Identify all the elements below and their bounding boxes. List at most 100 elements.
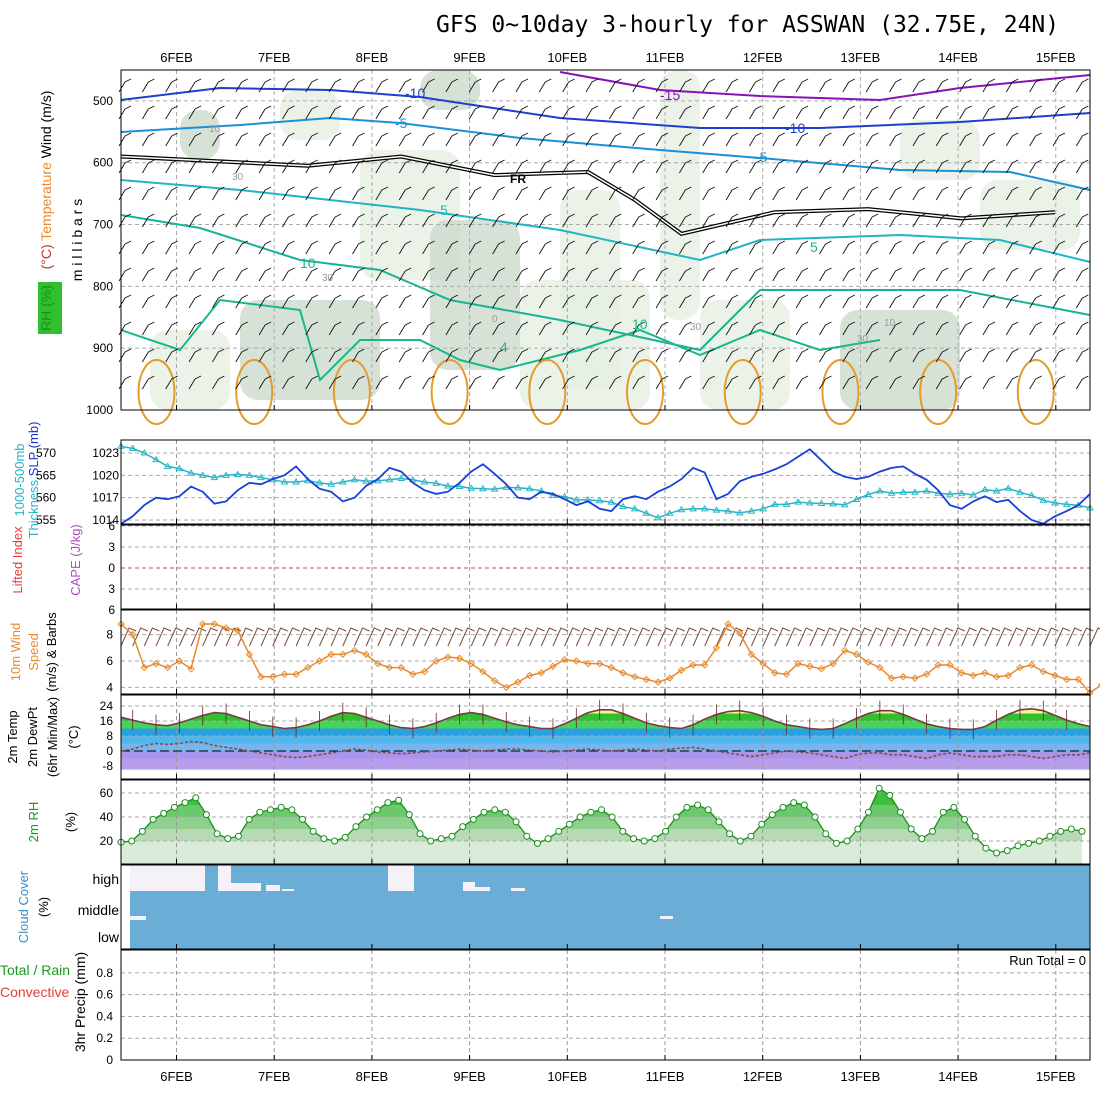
rh-marker <box>598 806 605 814</box>
panel-frame-cloud <box>120 864 1091 950</box>
li-tick-label: 0 <box>108 561 115 575</box>
wind-barb <box>982 78 996 93</box>
wind-barb <box>935 78 949 93</box>
thickness-marker <box>642 509 651 516</box>
isotherm-line <box>120 214 1091 352</box>
y-tick-label: 900 <box>93 341 113 355</box>
temp-band <box>121 728 1090 736</box>
10m-wind-barb <box>459 627 475 647</box>
cloud-level-label: middle <box>78 902 119 918</box>
wind-barb <box>889 78 902 93</box>
wind-barb <box>1029 348 1042 363</box>
isotherm-label: 5 <box>440 202 448 218</box>
wind-barb <box>725 267 739 282</box>
wind-barb <box>188 375 202 390</box>
rh-marker <box>864 808 872 816</box>
wind-barb <box>538 105 552 120</box>
wind-speed-marker <box>841 646 849 655</box>
wind-barb <box>585 213 599 228</box>
10m-wind-barb <box>914 627 931 647</box>
wind-barb <box>1005 321 1019 336</box>
wind-barb <box>165 213 178 228</box>
temp-legend-4: (°C) <box>66 725 81 748</box>
wind-barb <box>305 321 318 336</box>
x-tick-label-top: 12FEB <box>743 50 783 65</box>
cloud-cover-gap <box>511 888 525 891</box>
wind-barb <box>889 375 902 390</box>
panel-bg-cape <box>121 525 1090 609</box>
thickness-marker <box>852 495 861 502</box>
10m-wind-barb <box>505 627 522 647</box>
thickness-marker <box>327 480 336 487</box>
freezing-level-label: FR <box>510 172 526 186</box>
rh-marker <box>694 801 702 809</box>
wind-speed-marker <box>630 673 639 681</box>
panel-frame-cape <box>120 524 1091 610</box>
wind-barb <box>118 321 132 336</box>
wind-speed-marker <box>1004 671 1012 680</box>
wind-barb <box>935 159 949 174</box>
rh-contour-label: 0 <box>492 314 498 325</box>
wind-barb <box>795 348 809 363</box>
wind-barb <box>819 132 832 147</box>
wind-barb <box>422 267 435 282</box>
rh-marker <box>170 803 178 811</box>
10m-wind-barb <box>902 627 919 647</box>
isotherm-label: 5 <box>810 239 818 255</box>
wind-barb <box>912 294 926 309</box>
rh-marker <box>128 837 136 845</box>
wind-barb <box>679 267 692 282</box>
thickness-marker <box>140 449 149 456</box>
rh-region <box>840 310 960 410</box>
rh-marker <box>469 815 477 823</box>
wind-barb <box>749 321 762 336</box>
wind-speed-marker <box>397 663 405 672</box>
thickness-marker <box>222 471 230 478</box>
wind-barb <box>585 375 599 390</box>
li-tick-label: 3 <box>108 582 115 596</box>
wind-barb <box>305 240 318 255</box>
wind-barb <box>258 267 272 282</box>
wind-speed-marker <box>782 670 791 678</box>
wind-barb <box>702 240 715 255</box>
rh-marker <box>651 835 659 843</box>
wind-barb <box>305 348 318 363</box>
wind-barb <box>258 132 272 147</box>
10m-wind-barb <box>447 627 464 647</box>
wind-barb <box>258 240 272 255</box>
thickness-marker <box>362 477 371 484</box>
wind-barb <box>772 159 785 174</box>
rh-band <box>121 829 1082 841</box>
rh-marker <box>886 791 894 799</box>
thickness-marker <box>537 486 546 494</box>
wind-speed-marker <box>712 644 721 652</box>
isotherm-label: -10 <box>405 85 425 101</box>
wind-barb <box>118 348 132 363</box>
wind-speed-marker <box>922 670 931 678</box>
wind-barb <box>795 294 809 309</box>
temp-tick-label: -8 <box>102 759 113 773</box>
10m-wind-barb <box>248 627 265 647</box>
wind-barb <box>212 132 225 147</box>
wind-barb <box>632 267 645 282</box>
thickness-marker <box>840 500 849 508</box>
wind-barb <box>959 159 972 174</box>
precip-tick-label: 0.6 <box>96 988 113 1002</box>
wind-barb <box>725 186 739 201</box>
cloud-level-label: high <box>93 871 119 887</box>
thickness-marker <box>187 469 195 476</box>
wind-barb <box>398 294 412 309</box>
wind-barb <box>445 321 459 336</box>
temp-tick-label: 0 <box>106 744 113 758</box>
rh-marker <box>1014 842 1022 850</box>
x-tick-label-top: 11FEB <box>646 50 685 65</box>
ua-legend-1-item: Wind (m/s) <box>38 91 54 159</box>
thickness-marker <box>233 470 242 477</box>
y-tick-label: 800 <box>93 279 113 293</box>
wind-barb <box>1005 105 1019 120</box>
temp-legend-2: 2m DewPt <box>25 707 40 767</box>
wind-barb <box>235 159 248 174</box>
wind-speed-marker <box>210 620 219 628</box>
wind-barb <box>492 294 505 309</box>
